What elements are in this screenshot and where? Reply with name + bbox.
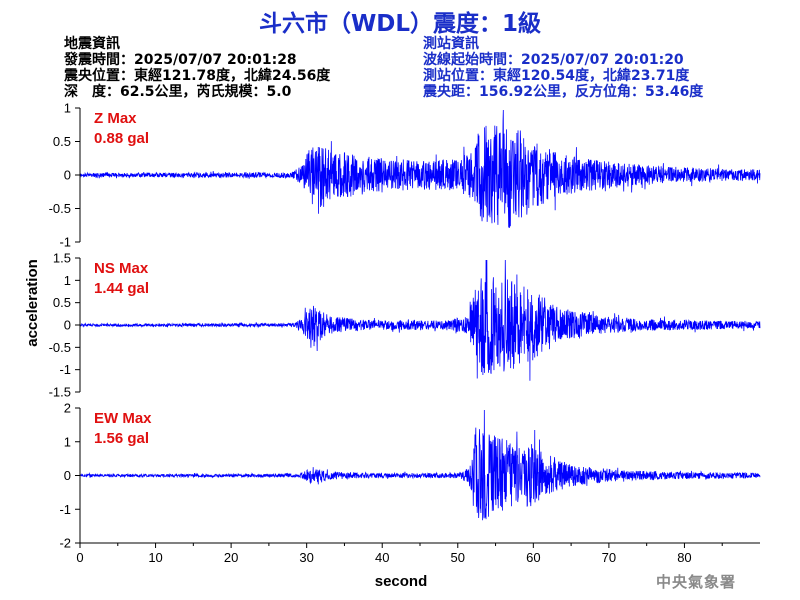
y-tick-label: -2 bbox=[59, 536, 71, 551]
x-axis: 0 10 20 30 40 50 60 70 80 bbox=[76, 542, 760, 565]
x-tick-label: 40 bbox=[375, 550, 389, 565]
max-value: 1.56 gal bbox=[94, 430, 149, 447]
station-location: 測站位置：東經120.54度，北緯23.71度 bbox=[423, 68, 690, 84]
max-label: EW Max bbox=[94, 410, 152, 427]
panel-ns: 1.5 1 0.5 0 -0.5 -1 -1.5 NS Max 1.44 gal bbox=[49, 251, 761, 400]
max-value: 1.44 gal bbox=[94, 280, 149, 297]
x-tick-label: 10 bbox=[148, 550, 162, 565]
y-tick-label: 1 bbox=[64, 434, 71, 449]
x-tick-label: 60 bbox=[526, 550, 540, 565]
max-value: 0.88 gal bbox=[94, 130, 149, 147]
x-tick-label: 80 bbox=[677, 550, 691, 565]
y-tick-label: 1 bbox=[64, 101, 71, 116]
max-label: NS Max bbox=[94, 260, 149, 277]
waveform-start-time: 波線起始時間：2025/07/07 20:01:20 bbox=[423, 52, 684, 68]
seismogram-panels: 1 0.5 0 -0.5 -1 Z Max 0.88 gal 1.5 1 0.5 0 -0.5 -1 -1… bbox=[49, 101, 761, 551]
distance-azimuth: 震央距：156.92公里，反方位角：53.46度 bbox=[423, 84, 704, 100]
y-tick-label: -1 bbox=[59, 235, 71, 250]
y-tick-label: 0.5 bbox=[53, 134, 71, 149]
y-tick-label: 1.5 bbox=[53, 251, 71, 266]
y-tick-label: 1 bbox=[64, 273, 71, 288]
panel-z: 1 0.5 0 -0.5 -1 Z Max 0.88 gal bbox=[49, 101, 761, 250]
y-tick-label: 0 bbox=[64, 318, 71, 333]
x-tick-label: 70 bbox=[602, 550, 616, 565]
y-tick-label: -1 bbox=[59, 362, 71, 377]
agency-mark: 中央氣象署 bbox=[656, 573, 737, 591]
y-tick-label: -0.5 bbox=[49, 201, 71, 216]
max-label: Z Max bbox=[94, 110, 137, 127]
x-axis-label: second bbox=[375, 573, 428, 590]
station-info-block: 測站資訊 波線起始時間：2025/07/07 20:01:20 測站位置：東經1… bbox=[423, 36, 703, 100]
y-axis-label: acceleration bbox=[24, 259, 41, 347]
y-tick-label: -0.5 bbox=[49, 340, 71, 355]
y-tick-label: -1.5 bbox=[49, 385, 71, 400]
chart-title: 斗六市（WDL）震度：1級 bbox=[258, 11, 542, 37]
waveform-trace-z bbox=[79, 109, 761, 228]
quake-info-heading: 地震資訊 bbox=[64, 36, 120, 52]
depth-magnitude: 深 度：62.5公里，芮氏規模：5.0 bbox=[64, 84, 292, 100]
y-tick-label: 0.5 bbox=[53, 295, 71, 310]
waveform-trace-ns bbox=[79, 260, 761, 381]
y-tick-label: -1 bbox=[59, 502, 71, 517]
x-tick-label: 0 bbox=[76, 550, 83, 565]
x-tick-label: 30 bbox=[299, 550, 313, 565]
station-info-heading: 測站資訊 bbox=[423, 36, 479, 52]
waveform-trace-ew bbox=[79, 410, 761, 521]
x-tick-label: 20 bbox=[224, 550, 238, 565]
origin-time: 發震時間：2025/07/07 20:01:28 bbox=[64, 52, 297, 68]
quake-info-block: 地震資訊 發震時間：2025/07/07 20:01:28 震央位置：東經121… bbox=[64, 36, 330, 100]
y-tick-label: 0 bbox=[64, 468, 71, 483]
y-tick-label: 2 bbox=[64, 401, 71, 416]
epicenter-location: 震央位置：東經121.78度，北緯24.56度 bbox=[64, 68, 331, 84]
panel-ew: 2 1 0 -1 -2 EW Max 1.56 gal bbox=[59, 401, 761, 551]
x-tick-label: 50 bbox=[451, 550, 465, 565]
y-tick-label: 0 bbox=[64, 168, 71, 183]
